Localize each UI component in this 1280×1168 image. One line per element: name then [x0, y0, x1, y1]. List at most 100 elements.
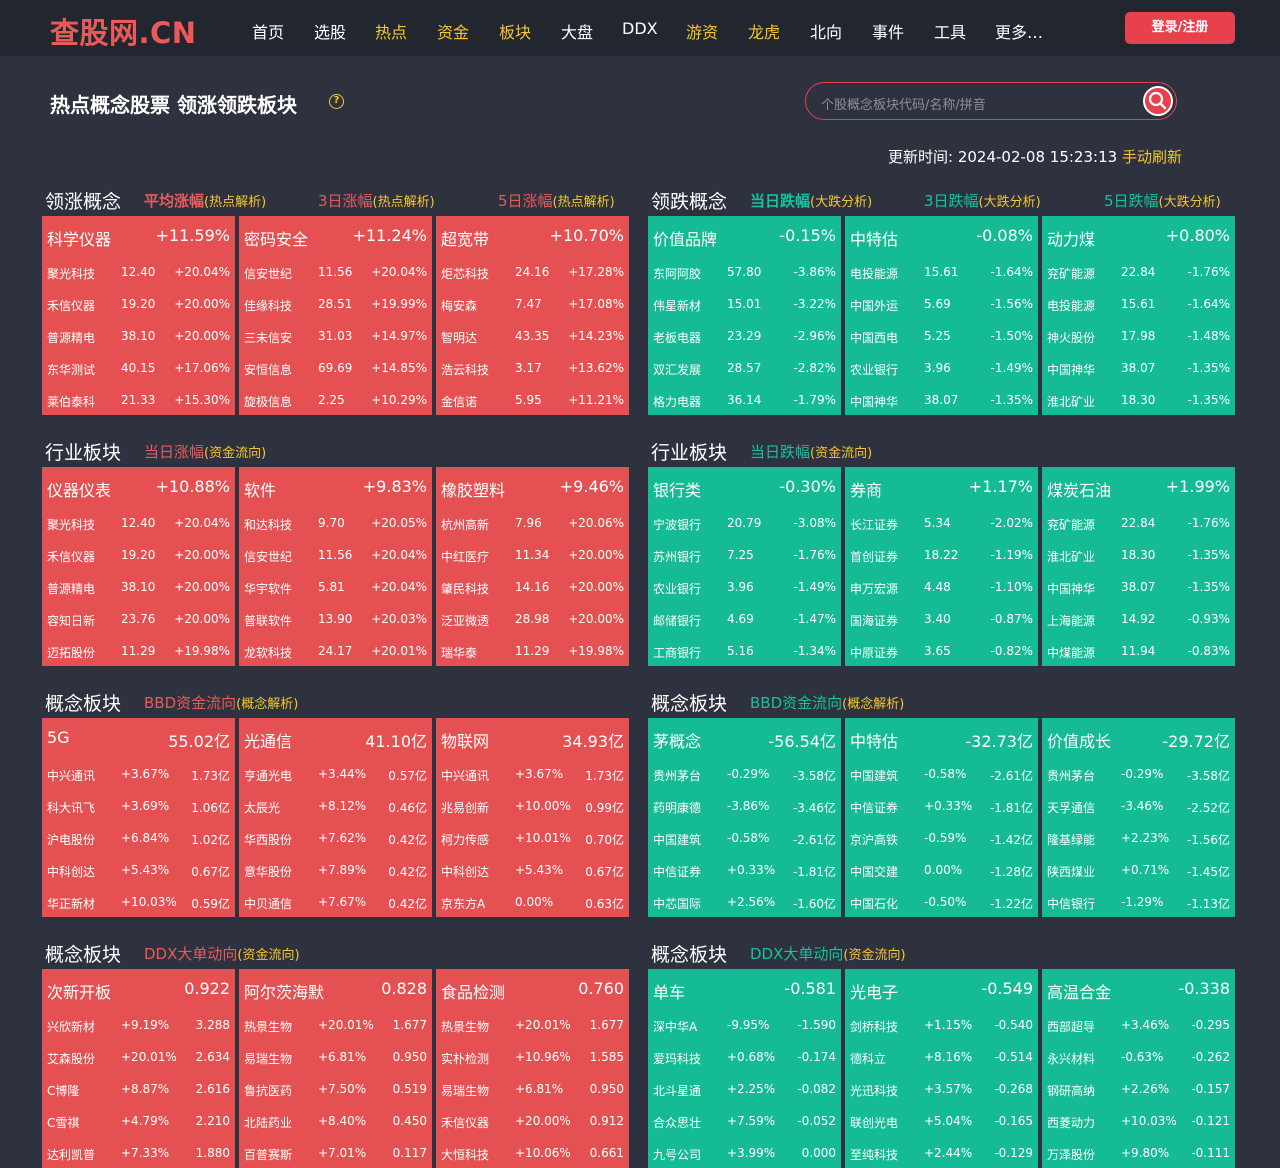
- sector-card-header[interactable]: 物联网 34.93亿: [441, 728, 624, 752]
- sector-card[interactable]: 光电子 -0.549 剑桥科技 +1.15% -0.540 德科立 +8.16% -0.514…: [845, 969, 1038, 1168]
- stock-row[interactable]: 信安世纪 11.56 +20.04%: [244, 548, 427, 564]
- stock-name[interactable]: 容知日新: [47, 614, 96, 628]
- sector-card-header[interactable]: 高温合金 -0.338: [1047, 979, 1230, 1003]
- stock-row[interactable]: 格力电器 36.14 -1.79%: [653, 393, 836, 409]
- stock-row[interactable]: 东阿阿胶 57.80 -3.86%: [653, 265, 836, 281]
- sector-card[interactable]: 超宽带 +10.70% 炬芯科技 24.16 +17.28% 梅安森 7.47 +17.08%…: [436, 216, 629, 415]
- stock-row[interactable]: 信安世纪 11.56 +20.04%: [244, 265, 427, 281]
- stock-row[interactable]: 柯力传感 +10.01% 0.70亿: [441, 831, 624, 847]
- stock-name[interactable]: 宁波银行: [653, 518, 702, 532]
- stock-row[interactable]: 陕西煤业 +0.71% -1.45亿: [1047, 863, 1230, 879]
- stock-name[interactable]: 热景生物: [244, 1020, 293, 1034]
- stock-row[interactable]: 电投能源 15.61 -1.64%: [1047, 297, 1230, 313]
- stock-name[interactable]: 实朴检测: [441, 1052, 490, 1066]
- stock-name[interactable]: 禾信仪器: [441, 1116, 490, 1130]
- stock-row[interactable]: 京东方A 0.00% 0.63亿: [441, 895, 624, 911]
- stock-row[interactable]: 天孚通信 -3.46% -2.52亿: [1047, 799, 1230, 815]
- sector-name[interactable]: 物联网: [441, 732, 490, 751]
- stock-name[interactable]: 杭州高新: [441, 518, 490, 532]
- sector-name[interactable]: 券商: [850, 481, 883, 500]
- stock-name[interactable]: 京沪高铁: [850, 833, 899, 847]
- sort-label[interactable]: 当日涨幅: [144, 443, 205, 461]
- stock-row[interactable]: 艾森股份 +20.01% 2.634: [47, 1050, 230, 1066]
- nav-item-0[interactable]: 首页: [252, 23, 285, 42]
- stock-name[interactable]: 中国神华: [1047, 582, 1096, 596]
- nav-item-10[interactable]: 事件: [872, 23, 905, 42]
- sector-card[interactable]: 煤炭石油 +1.99% 兖矿能源 22.84 -1.76% 淮北矿业 18.30 -1.35%…: [1042, 467, 1235, 666]
- stock-name[interactable]: 中原证券: [850, 646, 899, 660]
- stock-row[interactable]: 中煤能源 11.94 -0.83%: [1047, 644, 1230, 660]
- stock-row[interactable]: 炬芯科技 24.16 +17.28%: [441, 265, 624, 281]
- stock-name[interactable]: 兖矿能源: [1047, 267, 1096, 281]
- stock-row[interactable]: 中国神华 38.07 -1.35%: [850, 393, 1033, 409]
- stock-row[interactable]: 和达科技 9.70 +20.05%: [244, 516, 427, 532]
- sector-name[interactable]: 光通信: [244, 732, 293, 751]
- stock-name[interactable]: 联创光电: [850, 1116, 899, 1130]
- stock-name[interactable]: 炬芯科技: [441, 267, 490, 281]
- stock-name[interactable]: 信安世纪: [244, 550, 293, 564]
- analysis-link[interactable]: (热点解析): [372, 195, 435, 210]
- sector-card[interactable]: 仪器仪表 +10.88% 聚光科技 12.40 +20.04% 禾信仪器 19.20 +20.…: [42, 467, 235, 666]
- stock-row[interactable]: 华宇软件 5.81 +20.04%: [244, 580, 427, 596]
- stock-name[interactable]: 工商银行: [653, 646, 702, 660]
- stock-row[interactable]: 西菱动力 +10.03% -0.121: [1047, 1114, 1230, 1130]
- stock-name[interactable]: 鲁抗医药: [244, 1084, 293, 1098]
- stock-name[interactable]: 东阿阿胶: [653, 267, 702, 281]
- stock-row[interactable]: 贵州茅台 -0.29% -3.58亿: [653, 767, 836, 783]
- stock-name[interactable]: 华西股份: [244, 833, 293, 847]
- stock-name[interactable]: 药明康德: [653, 801, 702, 815]
- sector-name[interactable]: 仪器仪表: [47, 481, 112, 500]
- stock-row[interactable]: 佳缘科技 28.51 +19.99%: [244, 297, 427, 313]
- stock-name[interactable]: 肇民科技: [441, 582, 490, 596]
- login-register-button[interactable]: 登录/注册: [1125, 12, 1235, 44]
- section-sort-link[interactable]: DDX大单动向(资金流向): [750, 943, 906, 964]
- stock-row[interactable]: 梅安森 7.47 +17.08%: [441, 297, 624, 313]
- stock-name[interactable]: 智明达: [441, 331, 478, 345]
- sector-card[interactable]: 动力煤 +0.80% 兖矿能源 22.84 -1.76% 电投能源 15.61 -1.64% 神…: [1042, 216, 1235, 415]
- sector-name[interactable]: 软件: [244, 481, 277, 500]
- stock-name[interactable]: 普源精电: [47, 331, 96, 345]
- analysis-link[interactable]: (概念解析): [842, 697, 905, 712]
- stock-row[interactable]: 电投能源 15.61 -1.64%: [850, 265, 1033, 281]
- nav-item-9[interactable]: 北向: [810, 23, 843, 42]
- sector-card[interactable]: 次新开板 0.922 兴欣新材 +9.19% 3.288 艾森股份 +20.01% 2.634…: [42, 969, 235, 1168]
- stock-name[interactable]: 易瑞生物: [441, 1084, 490, 1098]
- sector-name[interactable]: 动力煤: [1047, 230, 1096, 249]
- stock-name[interactable]: 中芯国际: [653, 897, 702, 911]
- sector-card[interactable]: 橡胶塑料 +9.46% 杭州高新 7.96 +20.06% 中红医疗 11.34 +20.00…: [436, 467, 629, 666]
- sort-label[interactable]: 当日跌幅: [750, 443, 811, 461]
- stock-name[interactable]: 长江证券: [850, 518, 899, 532]
- stock-row[interactable]: 中信证券 +0.33% -1.81亿: [653, 863, 836, 879]
- stock-row[interactable]: 邮储银行 4.69 -1.47%: [653, 612, 836, 628]
- stock-row[interactable]: 合众思壮 +7.59% -0.052: [653, 1114, 836, 1130]
- sector-name[interactable]: 银行类: [653, 481, 702, 500]
- stock-row[interactable]: 兖矿能源 22.84 -1.76%: [1047, 265, 1230, 281]
- stock-name[interactable]: 钢研高纳: [1047, 1084, 1096, 1098]
- stock-row[interactable]: 中兴通讯 +3.67% 1.73亿: [441, 767, 624, 783]
- sector-card[interactable]: 茅概念 -56.54亿 贵州茅台 -0.29% -3.58亿 药明康德 -3.86% -3.4…: [648, 718, 841, 917]
- stock-name[interactable]: 禾信仪器: [47, 299, 96, 313]
- sector-name[interactable]: 阿尔茨海默: [244, 983, 325, 1002]
- stock-name[interactable]: 禾信仪器: [47, 550, 96, 564]
- stock-row[interactable]: 智明达 43.35 +14.23%: [441, 329, 624, 345]
- stock-name[interactable]: 农业银行: [653, 582, 702, 596]
- stock-name[interactable]: 德科立: [850, 1052, 887, 1066]
- stock-name[interactable]: 伟星新材: [653, 299, 702, 313]
- stock-row[interactable]: 亨通光电 +3.44% 0.57亿: [244, 767, 427, 783]
- stock-name[interactable]: 华宇软件: [244, 582, 293, 596]
- analysis-link[interactable]: (大跌分析): [978, 195, 1041, 210]
- nav-item-2[interactable]: 热点: [375, 23, 408, 42]
- nav-item-8[interactable]: 龙虎: [748, 23, 781, 42]
- stock-row[interactable]: 工商银行 5.16 -1.34%: [653, 644, 836, 660]
- sector-card[interactable]: 券商 +1.17% 长江证券 5.34 -2.02% 首创证券 18.22 -1.19% 申万宏…: [845, 467, 1038, 666]
- sector-card-header[interactable]: 阿尔茨海默 0.828: [244, 979, 427, 1003]
- stock-row[interactable]: 农业银行 3.96 -1.49%: [850, 361, 1033, 377]
- stock-name[interactable]: 龙软科技: [244, 646, 293, 660]
- stock-name[interactable]: 和达科技: [244, 518, 293, 532]
- stock-row[interactable]: 钢研高纳 +2.26% -0.157: [1047, 1082, 1230, 1098]
- site-logo[interactable]: 查股网.CN: [50, 16, 197, 50]
- stock-name[interactable]: 邮储银行: [653, 614, 702, 628]
- analysis-link[interactable]: (资金流向): [237, 948, 300, 963]
- stock-row[interactable]: 上海能源 14.92 -0.93%: [1047, 612, 1230, 628]
- stock-row[interactable]: 深中华A -9.95% -1.590: [653, 1018, 836, 1034]
